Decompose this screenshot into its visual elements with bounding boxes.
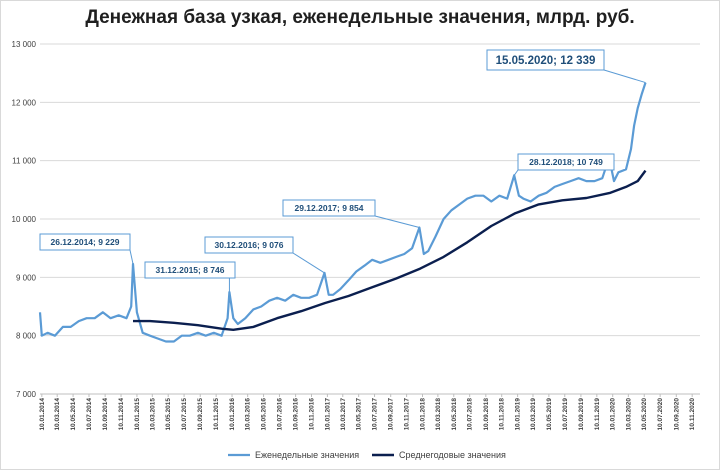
chart-title: Денежная база узкая, еженедельные значен… bbox=[85, 7, 635, 28]
x-tick-label: 10.07.2017 bbox=[372, 398, 379, 431]
x-tick-label: 10.05.2014 bbox=[70, 398, 77, 431]
y-tick-label: 12 000 bbox=[12, 98, 37, 107]
x-tick-label: 10.05.2020 bbox=[641, 398, 648, 431]
x-tick-label: 10.09.2015 bbox=[197, 398, 204, 431]
annotation-box bbox=[282, 199, 376, 217]
y-tick-label: 10 000 bbox=[12, 215, 37, 224]
x-tick-label: 10.07.2020 bbox=[657, 398, 664, 431]
legend-label: Еженедельные значения bbox=[255, 450, 359, 460]
weekly-series-line bbox=[38, 82, 647, 343]
y-tick-label: 9 000 bbox=[16, 273, 37, 282]
y-axis-ticks: 7 000 8 000 9 000 10 000 11 000 12 000 13 000 bbox=[12, 40, 37, 399]
x-tick-label: 10.03.2014 bbox=[54, 398, 61, 431]
x-tick-label: 10.05.2018 bbox=[451, 398, 458, 431]
x-tick-label: 10.09.2020 bbox=[673, 398, 680, 431]
annotation-leader bbox=[513, 169, 519, 176]
annotation-leader bbox=[129, 249, 134, 265]
x-tick-label: 10.01.2018 bbox=[420, 398, 427, 431]
average-series-line bbox=[133, 169, 647, 331]
x-tick-label: 10.05.2017 bbox=[356, 398, 363, 431]
x-tick-label: 10.11.2014 bbox=[118, 398, 125, 431]
x-tick-label: 10.01.2020 bbox=[610, 398, 617, 431]
y-tick-label: 11 000 bbox=[12, 157, 36, 166]
x-tick-label: 10.11.2015 bbox=[213, 398, 220, 431]
x-tick-label: 10.11.2018 bbox=[499, 398, 506, 431]
y-tick-label: 13 000 bbox=[12, 40, 37, 49]
x-tick-label: 10.05.2019 bbox=[546, 398, 553, 431]
legend-label: Среднегодовые значения bbox=[399, 450, 506, 460]
x-tick-label: 10.05.2016 bbox=[261, 398, 268, 431]
series-layer bbox=[38, 82, 647, 343]
x-tick-label: 10.07.2019 bbox=[562, 398, 569, 431]
x-tick-label: 10.03.2017 bbox=[340, 398, 347, 431]
x-tick-label: 10.07.2016 bbox=[276, 398, 283, 431]
x-tick-label: 10.11.2019 bbox=[594, 398, 601, 431]
annotation-leader bbox=[374, 215, 420, 229]
x-tick-label: 10.03.2015 bbox=[149, 398, 156, 431]
annotation-box bbox=[39, 233, 131, 251]
x-tick-label: 10.09.2018 bbox=[483, 398, 490, 431]
x-tick-label: 10.05.2015 bbox=[165, 398, 172, 431]
x-tick-label: 10.03.2020 bbox=[625, 398, 632, 431]
annotation-layer: 26.12.2014; 9 229 31.12.2015; 8 746 30.12.… bbox=[39, 49, 646, 293]
x-tick-label: 10.07.2014 bbox=[86, 398, 93, 431]
annotation-box bbox=[204, 236, 294, 254]
annotation-label: 29.12.2017; 9 854 bbox=[294, 203, 363, 213]
annotation-box bbox=[144, 261, 236, 279]
gridlines bbox=[40, 43, 700, 395]
x-tick-label: 10.07.2018 bbox=[467, 398, 474, 431]
x-tick-label: 10.01.2014 bbox=[39, 398, 46, 431]
annotation-label: 28.12.2018; 10 749 bbox=[529, 157, 603, 167]
annotation-leader bbox=[603, 69, 646, 84]
x-tick-label: 10.11.2016 bbox=[309, 398, 316, 431]
annotation-box bbox=[486, 49, 605, 71]
x-tick-label: 10.03.2016 bbox=[245, 398, 252, 431]
x-tick-label: 10.07.2015 bbox=[181, 398, 188, 431]
x-tick-label: 10.01.2019 bbox=[515, 398, 522, 431]
annotation-leader bbox=[292, 252, 325, 274]
annotation-box bbox=[517, 153, 615, 171]
x-tick-label: 10.11.2017 bbox=[404, 398, 411, 431]
x-tick-label: 10.09.2019 bbox=[578, 398, 585, 431]
x-tick-label: 10.03.2019 bbox=[530, 398, 537, 431]
annotation-label: 15.05.2020; 12 339 bbox=[496, 55, 596, 67]
x-axis-ticks: 10.01.2014 10.03.2014 10.05.2014 10.07.2014… bbox=[39, 394, 696, 431]
y-tick-label: 8 000 bbox=[16, 332, 37, 341]
x-tick-label: 10.01.2017 bbox=[324, 398, 331, 431]
annotation-label: 30.12.2016; 9 076 bbox=[214, 240, 283, 250]
x-tick-label: 10.09.2016 bbox=[293, 398, 300, 431]
x-tick-label: 10.01.2016 bbox=[229, 398, 236, 431]
annotation-label: 31.12.2015; 8 746 bbox=[155, 265, 224, 275]
x-tick-label: 10.11.2020 bbox=[689, 398, 696, 431]
y-tick-label: 7 000 bbox=[16, 390, 37, 399]
x-tick-label: 10.09.2014 bbox=[102, 398, 109, 431]
x-tick-label: 10.09.2017 bbox=[388, 398, 395, 431]
x-tick-label: 10.01.2015 bbox=[134, 398, 141, 431]
legend: Еженедельные значения Среднегодовые значе… bbox=[228, 450, 506, 460]
annotation-label: 26.12.2014; 9 229 bbox=[50, 237, 119, 247]
x-tick-label: 10.03.2018 bbox=[435, 398, 442, 431]
